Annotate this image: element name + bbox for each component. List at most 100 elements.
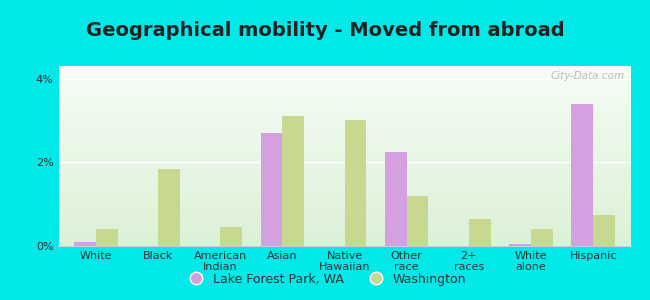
- Bar: [58, 236, 630, 237]
- Bar: [58, 78, 630, 79]
- Bar: [58, 71, 630, 72]
- Bar: [58, 194, 630, 195]
- Bar: [58, 234, 630, 235]
- Bar: [531, 229, 552, 246]
- Bar: [58, 147, 630, 148]
- Bar: [58, 211, 630, 212]
- Bar: [58, 107, 630, 108]
- Bar: [58, 76, 630, 77]
- Bar: [58, 68, 630, 69]
- Bar: [58, 119, 630, 120]
- Bar: [58, 158, 630, 159]
- Bar: [58, 133, 630, 134]
- Bar: [58, 161, 630, 162]
- Bar: [58, 227, 630, 228]
- Bar: [58, 240, 630, 241]
- Bar: [58, 223, 630, 224]
- Bar: [261, 133, 282, 246]
- Bar: [58, 116, 630, 117]
- Bar: [58, 215, 630, 216]
- Bar: [158, 169, 180, 246]
- Bar: [58, 85, 630, 86]
- Bar: [58, 73, 630, 74]
- Bar: [58, 159, 630, 160]
- Bar: [58, 197, 630, 198]
- Bar: [58, 121, 630, 122]
- Bar: [58, 173, 630, 174]
- Bar: [58, 167, 630, 168]
- Bar: [58, 172, 630, 173]
- Bar: [58, 98, 630, 99]
- Bar: [58, 198, 630, 199]
- Bar: [58, 94, 630, 95]
- Bar: [58, 135, 630, 136]
- Bar: [58, 125, 630, 126]
- Bar: [58, 139, 630, 140]
- Bar: [58, 81, 630, 82]
- Bar: [385, 152, 407, 246]
- Bar: [282, 116, 304, 246]
- Bar: [58, 218, 630, 219]
- Bar: [58, 179, 630, 180]
- Bar: [593, 214, 615, 246]
- Bar: [58, 150, 630, 151]
- Bar: [58, 183, 630, 184]
- Bar: [58, 111, 630, 112]
- Text: Geographical mobility - Moved from abroad: Geographical mobility - Moved from abroa…: [86, 21, 564, 40]
- Bar: [58, 151, 630, 152]
- Bar: [58, 200, 630, 201]
- Bar: [58, 181, 630, 182]
- Bar: [58, 84, 630, 85]
- Bar: [58, 208, 630, 209]
- Bar: [58, 132, 630, 133]
- Bar: [58, 153, 630, 154]
- Bar: [58, 186, 630, 187]
- Bar: [58, 212, 630, 213]
- Bar: [58, 108, 630, 109]
- Bar: [58, 228, 630, 229]
- Bar: [58, 114, 630, 115]
- Bar: [58, 229, 630, 230]
- Bar: [58, 149, 630, 150]
- Bar: [58, 154, 630, 155]
- Bar: [58, 190, 630, 191]
- Bar: [58, 174, 630, 175]
- Bar: [58, 95, 630, 96]
- Bar: [58, 127, 630, 128]
- Bar: [407, 196, 428, 246]
- Bar: [58, 177, 630, 178]
- Bar: [58, 105, 630, 106]
- Bar: [509, 244, 531, 246]
- Bar: [344, 120, 366, 246]
- Bar: [58, 241, 630, 242]
- Bar: [58, 245, 630, 246]
- Bar: [58, 160, 630, 161]
- Bar: [58, 138, 630, 139]
- Bar: [58, 168, 630, 169]
- Bar: [58, 122, 630, 123]
- Bar: [58, 207, 630, 208]
- Bar: [58, 93, 630, 94]
- Bar: [58, 209, 630, 210]
- Bar: [58, 216, 630, 217]
- Bar: [58, 129, 630, 130]
- Bar: [58, 225, 630, 226]
- Bar: [58, 145, 630, 146]
- Bar: [58, 193, 630, 194]
- Bar: [58, 156, 630, 157]
- Bar: [58, 171, 630, 172]
- Bar: [58, 230, 630, 231]
- Bar: [58, 155, 630, 156]
- Bar: [58, 142, 630, 143]
- Bar: [58, 220, 630, 221]
- Bar: [58, 239, 630, 240]
- Bar: [58, 219, 630, 220]
- Bar: [571, 104, 593, 246]
- Bar: [58, 120, 630, 121]
- Bar: [58, 82, 630, 83]
- Bar: [469, 219, 491, 246]
- Bar: [58, 189, 630, 190]
- Bar: [58, 203, 630, 204]
- Bar: [220, 227, 242, 246]
- Bar: [58, 83, 630, 84]
